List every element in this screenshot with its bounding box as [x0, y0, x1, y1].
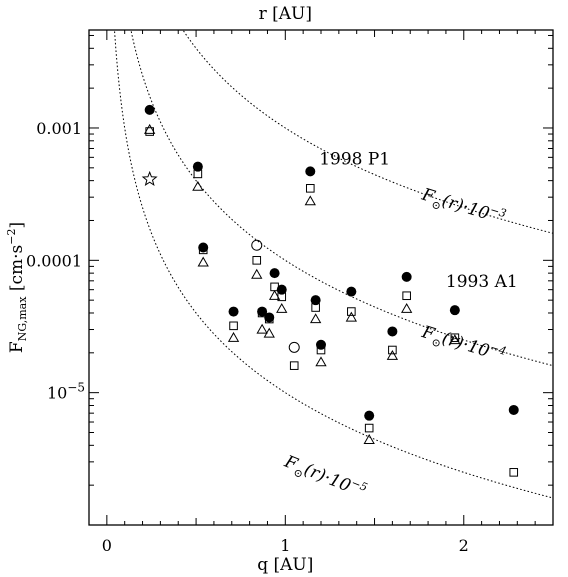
- open-triangle-point: [263, 327, 275, 338]
- top-axis-label: r [AU]: [259, 4, 312, 24]
- filled-circle-point: [310, 295, 321, 306]
- y-label-exp: −2: [5, 229, 18, 245]
- open-triangle-point: [304, 195, 316, 206]
- point-annotation: 1998 P1: [319, 149, 390, 169]
- open-circle-point: [288, 341, 300, 353]
- filled-circle-point: [228, 306, 239, 317]
- y-label-base: F: [7, 341, 27, 353]
- filled-circle-point: [192, 161, 203, 172]
- y-tick-label: 0.001: [36, 119, 82, 138]
- curve-label: F⊙(r)·10−5: [280, 450, 370, 506]
- x-tick-label: 1: [280, 536, 290, 555]
- filled-circle-point: [269, 268, 280, 279]
- open-triangle-point: [192, 180, 204, 191]
- reference-curve: [182, 30, 553, 234]
- open-triangle-point: [227, 331, 240, 342]
- x-tick-label: 0: [102, 536, 112, 555]
- open-square-point: [257, 308, 267, 318]
- curve-labels: F⊙(r)·10−3 F⊙(r)·10−4 F⊙(r)·10−5: [280, 183, 508, 506]
- filled-circle-point: [276, 284, 287, 295]
- open-triangle-point: [251, 268, 263, 279]
- open-triangle-point: [309, 313, 322, 324]
- open-square-point: [316, 345, 326, 355]
- filled-circle-point: [316, 339, 326, 350]
- open-triangle-point: [256, 323, 268, 334]
- filled-circle-point: [401, 271, 412, 282]
- open-square-point: [252, 256, 262, 265]
- x-tick-label: 2: [459, 536, 469, 555]
- open-square-point: [450, 333, 460, 343]
- y-axis-label: FNG,max [cm·s−2]: [5, 222, 29, 353]
- open-square-point: [193, 169, 203, 179]
- open-triangle-point: [401, 303, 413, 313]
- open-square-point: [305, 184, 315, 193]
- y-tick-label: 10−5: [47, 381, 85, 403]
- reference-curve: [130, 30, 553, 367]
- open-triangle-point: [268, 289, 281, 300]
- filled-circle-point: [449, 305, 460, 316]
- axis-ticks: 0 1 2 0.001 0.0001 10−5: [26, 30, 554, 555]
- filled-circle-point: [305, 166, 316, 177]
- open-square-point: [388, 345, 397, 355]
- open-square-point: [347, 307, 356, 316]
- reference-curves: [113, 30, 553, 499]
- open-square-point: [364, 423, 374, 433]
- filled-circle-point: [346, 286, 357, 297]
- open-triangle-point: [315, 356, 327, 367]
- filled-circle-point: [198, 242, 209, 253]
- open-square-point: [402, 291, 411, 301]
- open-square-point: [311, 303, 320, 312]
- point-annotation: 1993 A1: [446, 272, 518, 292]
- filled-circle-point: [387, 326, 398, 337]
- open-triangle-point: [363, 434, 375, 444]
- open-square-point: [289, 361, 299, 370]
- open-triangle-point: [144, 123, 156, 134]
- data-points: [141, 104, 519, 477]
- open-triangle-point: [386, 349, 399, 360]
- reference-curve: [113, 30, 553, 499]
- x-axis-label: q [AU]: [257, 555, 313, 575]
- open-triangle-point: [276, 303, 288, 313]
- y-label-sub: NG,max: [16, 296, 29, 342]
- filled-circle-point: [144, 104, 155, 115]
- y-label-unit: [cm·s: [7, 245, 27, 297]
- open-circle-point: [251, 239, 263, 251]
- open-triangle-point: [345, 311, 357, 322]
- open-square-point: [509, 468, 519, 477]
- open-triangle-point: [449, 334, 461, 345]
- open-triangle-point: [197, 256, 209, 267]
- y-tick-label: 0.0001: [26, 251, 82, 270]
- filled-circle-point: [508, 404, 519, 415]
- curve-label: F⊙(r)·10−3: [418, 183, 508, 232]
- curve-label: F⊙(r)·10−4: [418, 320, 508, 369]
- filled-circle-point: [364, 410, 375, 421]
- open-square-point: [264, 314, 274, 324]
- open-star-point: [141, 170, 158, 187]
- open-square-point: [229, 321, 238, 331]
- annotations: 1998 P1 1993 A1: [319, 149, 517, 291]
- y-label-close: ]: [7, 222, 27, 229]
- open-square-point: [198, 245, 208, 255]
